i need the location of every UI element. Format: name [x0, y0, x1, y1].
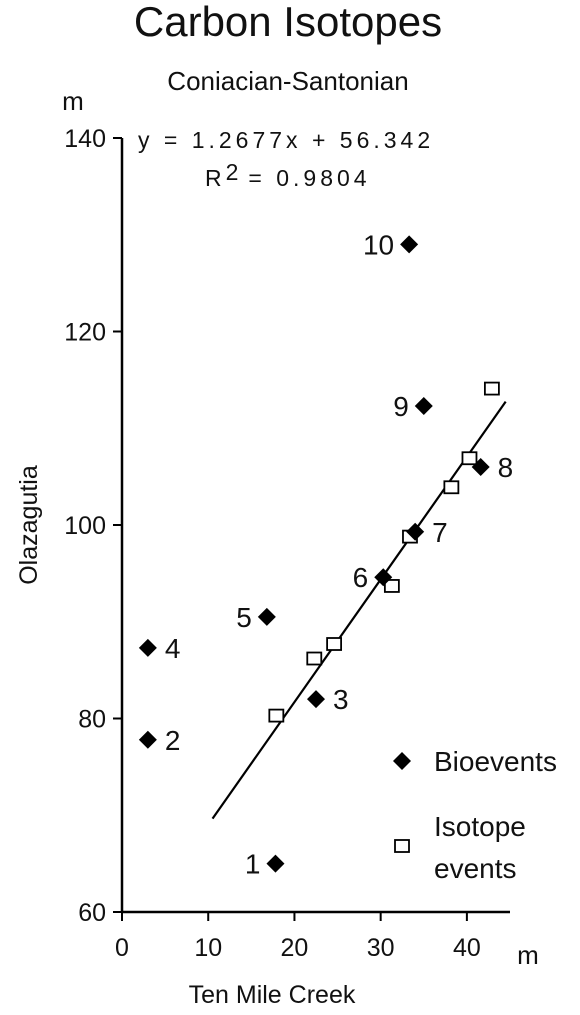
chart-title: Carbon Isotopes	[134, 0, 442, 45]
x-axis-label: Ten Mile Creek	[189, 981, 356, 1009]
bioevent-label: 3	[333, 684, 349, 715]
bioevent-point	[471, 457, 490, 476]
chart-subtitle: Coniacian-Santonian	[167, 66, 408, 96]
y-tick-label: 100	[64, 512, 106, 540]
bioevent-label: 4	[165, 633, 181, 664]
legend-isotope-label-line2: events	[434, 853, 517, 884]
r-squared-value: = 0.9804	[248, 165, 370, 191]
y-axis-ticks: 60 80 100 120 140	[64, 125, 122, 927]
x-tick-label: 20	[281, 934, 309, 962]
isotope-event-point	[326, 637, 343, 651]
legend-bioevents-label: Bioevents	[434, 746, 557, 777]
bioevent-label: 1	[245, 849, 261, 880]
y-tick-label: 120	[64, 319, 106, 347]
bioevent-label: 2	[165, 725, 181, 756]
r-squared: R2 = 0.9804	[205, 159, 371, 191]
bioevent-point	[257, 607, 276, 626]
r-squared-prefix: R	[205, 165, 226, 191]
x-tick-label: 30	[367, 934, 395, 962]
isotope-event-point	[383, 579, 400, 593]
bioevent-point	[400, 235, 419, 254]
x-axis-ticks: 0 10 20 30 40	[115, 912, 481, 962]
bioevent-point	[414, 396, 433, 415]
x-axis-unit: m	[517, 940, 539, 970]
bioevent-label: 7	[432, 517, 448, 548]
bioevent-label: 10	[363, 229, 394, 260]
y-tick-label: 60	[78, 899, 106, 927]
regression-equation: y = 1.2677x + 56.342	[138, 127, 434, 153]
isotope-event-point	[483, 381, 500, 396]
isotope-event-point	[268, 708, 285, 723]
bioevent-point	[266, 854, 285, 873]
legend-square-marker	[394, 839, 410, 853]
legend-isotope-label-line1: Isotope	[434, 811, 526, 842]
isotope-event-point	[306, 651, 323, 666]
bioevent-point	[406, 522, 425, 541]
x-tick-label: 0	[115, 934, 129, 962]
isotope-event-point	[461, 451, 478, 466]
y-axis-label: Olazagutia	[15, 465, 43, 585]
y-tick-label: 140	[64, 125, 106, 153]
legend: Bioevents Isotope events	[393, 746, 557, 884]
bioevent-point	[138, 730, 157, 749]
x-tick-label: 40	[453, 934, 481, 962]
bioevent-label: 8	[498, 452, 514, 483]
bioevent-label: 5	[236, 602, 252, 633]
bioevent-point	[138, 638, 157, 657]
bioevent-label: 9	[393, 391, 409, 422]
y-tick-label: 80	[78, 706, 106, 734]
bioevent-point	[374, 568, 393, 587]
bioevent-label: 6	[353, 562, 369, 593]
data-points: 1 2 3 4 5 6 7 8 9 10	[138, 229, 514, 880]
bioevent-point	[307, 690, 325, 709]
regression-line	[211, 400, 507, 820]
legend-diamond-marker	[393, 752, 411, 770]
isotope-event-point	[443, 480, 460, 495]
r-squared-sup: 2	[226, 159, 243, 185]
x-tick-label: 10	[194, 934, 222, 962]
y-axis-unit: m	[62, 86, 84, 116]
